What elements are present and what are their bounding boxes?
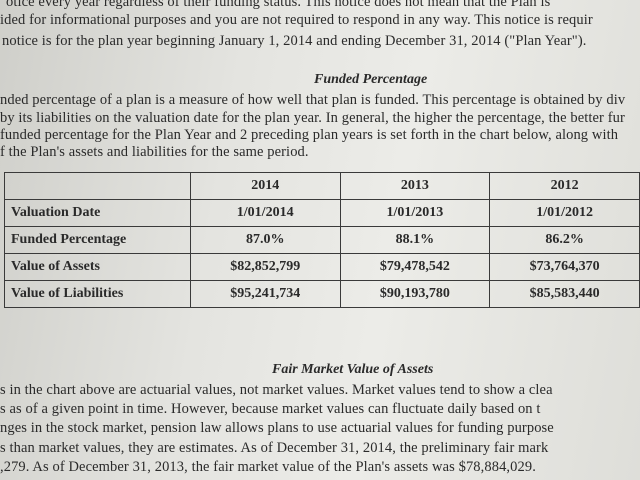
intro-line-1: otice every year regardless of their fun… [6,0,551,10]
table-header-row: 2014 2013 2012 [4,172,640,200]
funded-line-2: by its liabilities on the valuation date… [0,110,625,126]
table-cell: 1/01/2013 [339,199,491,227]
table-row: Valuation Date 1/01/2014 1/01/2013 1/01/… [4,199,640,227]
row-label: Funded Percentage [4,226,191,254]
funded-line-1: nded percentage of a plan is a measure o… [0,92,626,108]
fair-market-line-3: nges in the stock market, pension law al… [0,420,554,436]
header-cell: 2013 [339,172,491,200]
table-cell: $82,852,799 [189,253,341,281]
table-cell: 87.0% [189,226,341,254]
header-cell: 2012 [489,172,640,200]
table-cell: 88.1% [339,226,491,254]
table-row: Value of Liabilities $95,241,734 $90,193… [4,280,640,308]
table-row: Value of Assets $82,852,799 $79,478,542 … [4,253,640,281]
table-cell: $73,764,370 [489,253,640,281]
header-cell [4,172,191,200]
table-cell: 86.2% [489,226,640,254]
row-label: Value of Liabilities [4,280,191,308]
table-cell: $85,583,440 [489,280,640,308]
table-cell: $79,478,542 [339,253,491,281]
funded-table: 2014 2013 2012 Valuation Date 1/01/2014 … [4,172,640,308]
intro-line-3: notice is for the plan year beginning Ja… [2,33,587,49]
funded-heading: Funded Percentage [314,72,428,87]
fair-market-line-5: ,279. As of December 31, 2013, the fair … [0,459,536,475]
table-cell: $90,193,780 [339,280,491,308]
fair-market-line-1: s in the chart above are actuarial value… [0,382,553,398]
table-cell: 1/01/2014 [189,199,341,227]
fair-market-heading: Fair Market Value of Assets [272,362,434,377]
fair-market-line-4: s than market values, they are estimates… [0,440,549,456]
row-label: Value of Assets [4,253,191,281]
funded-line-3: funded percentage for the Plan Year and … [0,127,619,143]
fair-market-line-2: s as of a given point in time. However, … [0,401,541,417]
row-label: Valuation Date [4,199,191,227]
table-cell: 1/01/2012 [489,199,640,227]
header-cell: 2014 [189,172,341,200]
table-cell: $95,241,734 [189,280,341,308]
table-row: Funded Percentage 87.0% 88.1% 86.2% [4,226,640,254]
funded-line-4: f the Plan's assets and liabilities for … [0,144,309,160]
intro-line-2: ided for informational purposes and you … [0,12,593,28]
